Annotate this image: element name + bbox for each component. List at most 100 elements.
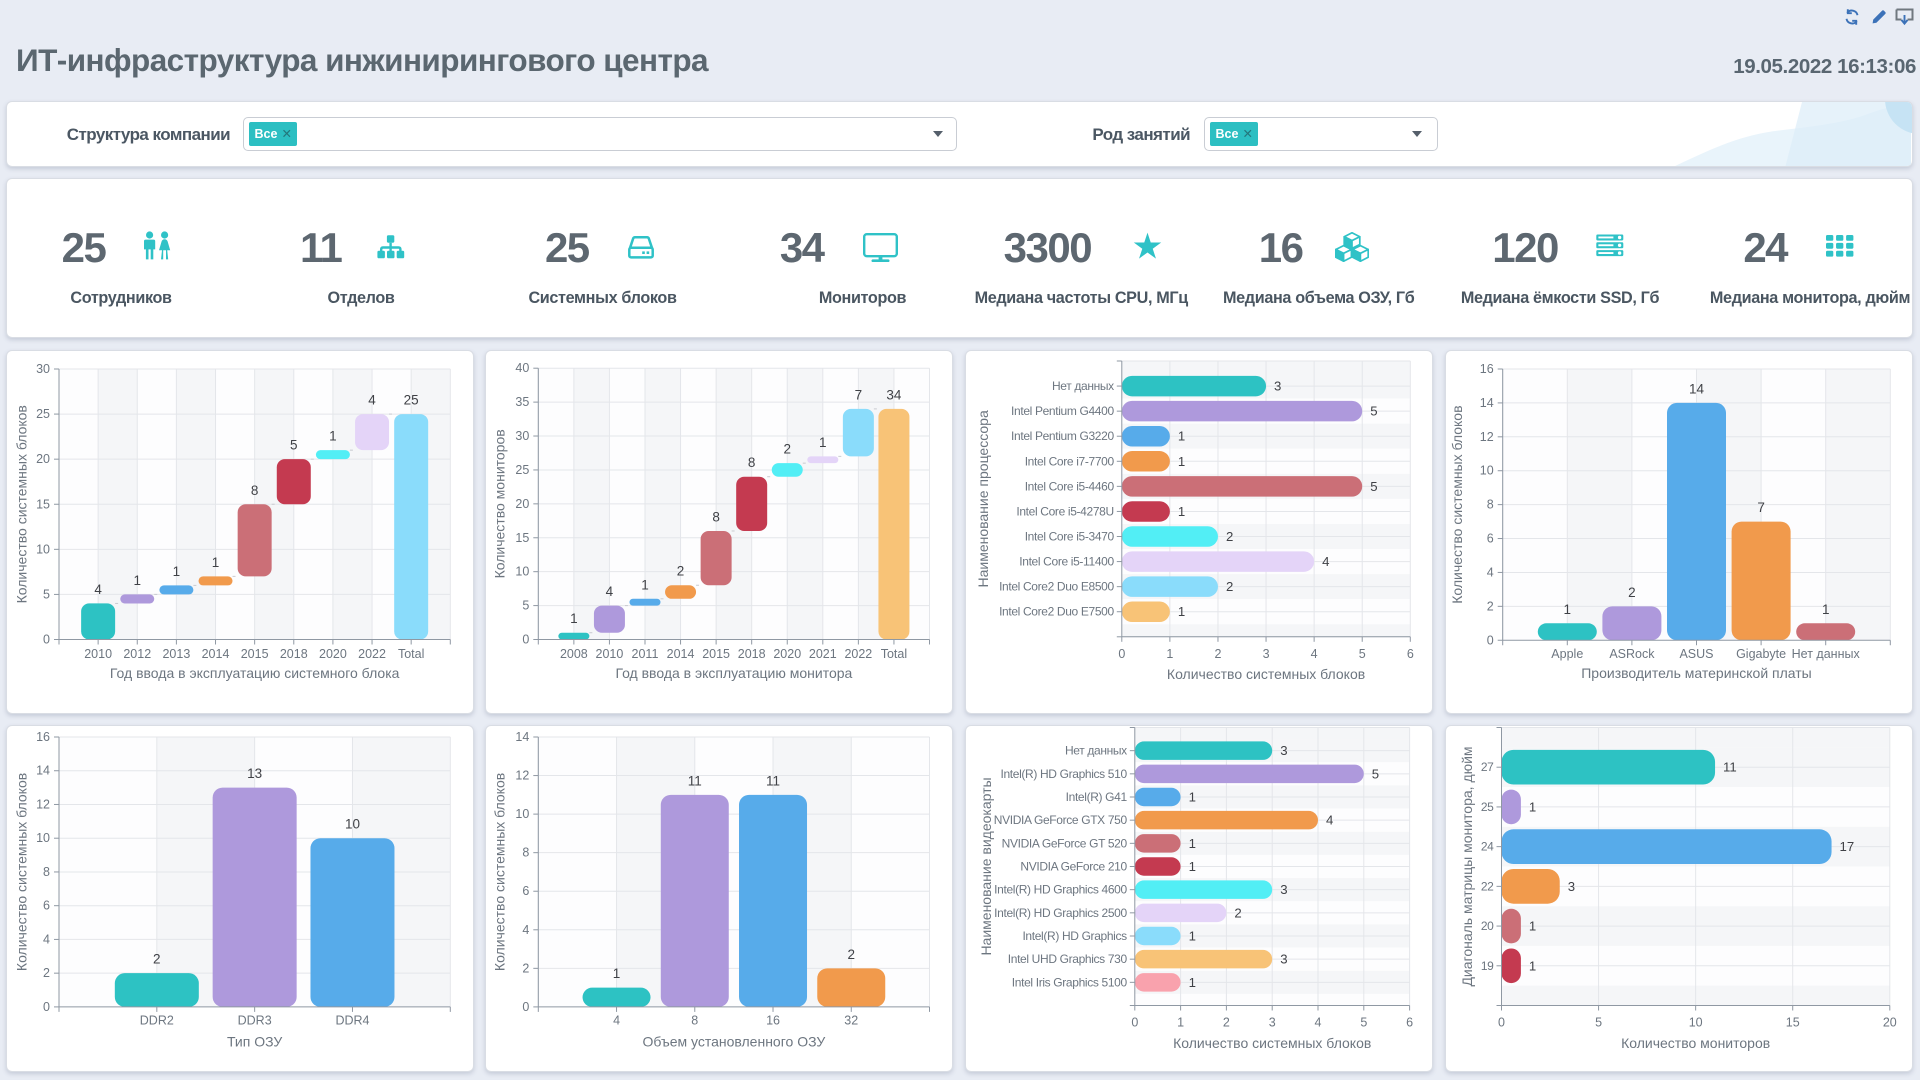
svg-text:Intel Core i5-4460: Intel Core i5-4460 (1025, 479, 1115, 493)
svg-text:2: 2 (848, 946, 856, 961)
svg-text:4: 4 (1487, 565, 1494, 579)
svg-text:Intel UHD Graphics 730: Intel UHD Graphics 730 (1008, 952, 1128, 966)
svg-text:1: 1 (133, 572, 141, 587)
svg-text:Intel(R) G41: Intel(R) G41 (1066, 790, 1128, 804)
svg-text:35: 35 (516, 395, 530, 409)
svg-text:4: 4 (523, 922, 530, 936)
svg-text:27: 27 (1481, 760, 1494, 774)
svg-text:10: 10 (516, 564, 530, 578)
svg-text:14: 14 (36, 763, 50, 777)
svg-text:5: 5 (290, 437, 298, 452)
svg-text:Intel Core2 Duo E8500: Intel Core2 Duo E8500 (999, 579, 1114, 593)
svg-text:4: 4 (368, 392, 376, 407)
svg-text:3: 3 (1568, 878, 1575, 893)
svg-text:2: 2 (1235, 905, 1242, 920)
svg-text:Количество системных блоков: Количество системных блоков (13, 772, 29, 970)
svg-text:1: 1 (1822, 601, 1830, 616)
svg-text:3: 3 (1263, 647, 1270, 661)
svg-text:1: 1 (1529, 799, 1536, 814)
svg-text:1: 1 (1529, 918, 1536, 933)
svg-text:Количество мониторов: Количество мониторов (492, 429, 508, 578)
svg-text:1: 1 (613, 966, 621, 981)
svg-text:0: 0 (1498, 1015, 1505, 1029)
svg-text:2: 2 (1628, 584, 1636, 599)
svg-text:Количество системных блоков: Количество системных блоков (13, 405, 29, 603)
svg-text:Количество мониторов: Количество мониторов (1621, 1035, 1770, 1051)
svg-text:4: 4 (1326, 812, 1333, 827)
svg-text:10: 10 (1689, 1015, 1703, 1029)
svg-text:Intel Core i5-4278U: Intel Core i5-4278U (1017, 504, 1114, 518)
svg-text:16: 16 (36, 730, 50, 744)
svg-text:30: 30 (516, 429, 530, 443)
svg-text:4: 4 (43, 932, 50, 946)
svg-text:NVIDIA GeForce GT 520: NVIDIA GeForce GT 520 (1002, 836, 1128, 850)
svg-text:8: 8 (1487, 497, 1494, 511)
svg-text:2012: 2012 (123, 647, 151, 661)
svg-text:1: 1 (1529, 958, 1536, 973)
svg-text:4: 4 (606, 584, 614, 599)
svg-text:Диагональ матрицы монитора, дю: Диагональ матрицы монитора, дюйм (1459, 746, 1475, 986)
svg-text:ASRock: ASRock (1609, 647, 1655, 661)
svg-text:8: 8 (692, 1013, 699, 1027)
svg-text:3: 3 (1274, 378, 1281, 393)
svg-text:6: 6 (523, 884, 530, 898)
svg-text:1: 1 (1177, 1015, 1184, 1029)
svg-text:0: 0 (523, 999, 530, 1013)
svg-text:8: 8 (523, 845, 530, 859)
svg-text:6: 6 (1407, 647, 1414, 661)
svg-text:12: 12 (1480, 429, 1494, 443)
svg-text:8: 8 (43, 864, 50, 878)
svg-text:20: 20 (516, 496, 530, 510)
svg-text:2022: 2022 (358, 647, 386, 661)
svg-text:25: 25 (1481, 799, 1494, 813)
svg-text:NVIDIA GeForce 210: NVIDIA GeForce 210 (1021, 859, 1128, 873)
svg-text:5: 5 (523, 598, 530, 612)
svg-text:5: 5 (1361, 1015, 1368, 1029)
svg-text:10: 10 (516, 807, 530, 821)
svg-text:3: 3 (1269, 1015, 1276, 1029)
svg-text:8: 8 (250, 482, 258, 497)
svg-text:Наименование видеокарты: Наименование видеокарты (978, 777, 994, 955)
svg-text:2020: 2020 (319, 647, 347, 661)
svg-text:20: 20 (36, 452, 50, 466)
svg-text:14: 14 (516, 730, 530, 744)
svg-text:2018: 2018 (738, 647, 766, 661)
svg-text:1: 1 (211, 554, 219, 569)
svg-text:7: 7 (855, 387, 863, 402)
svg-text:0: 0 (1487, 633, 1494, 647)
svg-text:5: 5 (1595, 1015, 1602, 1029)
svg-text:20: 20 (1481, 919, 1494, 933)
svg-text:8: 8 (748, 455, 756, 470)
svg-text:Intel(R) HD Graphics 510: Intel(R) HD Graphics 510 (1001, 766, 1128, 780)
svg-text:15: 15 (36, 497, 50, 511)
svg-text:Количество системных блоков: Количество системных блоков (492, 772, 508, 970)
svg-text:2: 2 (1226, 529, 1233, 544)
svg-text:2015: 2015 (703, 647, 731, 661)
svg-text:2: 2 (153, 951, 161, 966)
svg-text:12: 12 (516, 768, 530, 782)
svg-text:Нет данных: Нет данных (1792, 647, 1861, 661)
svg-text:19: 19 (1481, 958, 1494, 972)
svg-text:Total: Total (881, 647, 907, 661)
svg-text:1: 1 (1189, 835, 1196, 850)
svg-text:DDR3: DDR3 (237, 1013, 271, 1027)
svg-text:15: 15 (1786, 1015, 1800, 1029)
svg-text:Год ввода в эксплуатацию монит: Год ввода в эксплуатацию монитора (616, 665, 853, 681)
svg-text:22: 22 (1481, 879, 1494, 893)
svg-text:1: 1 (1189, 859, 1196, 874)
svg-text:2: 2 (523, 961, 530, 975)
svg-text:4: 4 (1315, 1015, 1322, 1029)
svg-text:1: 1 (1178, 453, 1185, 468)
svg-text:6: 6 (1487, 531, 1494, 545)
svg-text:8: 8 (713, 509, 721, 524)
svg-text:2: 2 (1226, 579, 1233, 594)
svg-text:2014: 2014 (201, 647, 229, 661)
svg-text:11: 11 (688, 773, 702, 788)
svg-text:1: 1 (819, 434, 827, 449)
svg-text:Intel Core i5-11400: Intel Core i5-11400 (1019, 554, 1114, 568)
svg-text:Intel Iris Graphics 5100: Intel Iris Graphics 5100 (1012, 975, 1128, 989)
svg-text:Intel(R) HD Graphics: Intel(R) HD Graphics (1023, 929, 1128, 943)
svg-text:Количество системных блоков: Количество системных блоков (1173, 1035, 1371, 1051)
svg-text:4: 4 (613, 1013, 620, 1027)
svg-text:16: 16 (1480, 362, 1494, 376)
